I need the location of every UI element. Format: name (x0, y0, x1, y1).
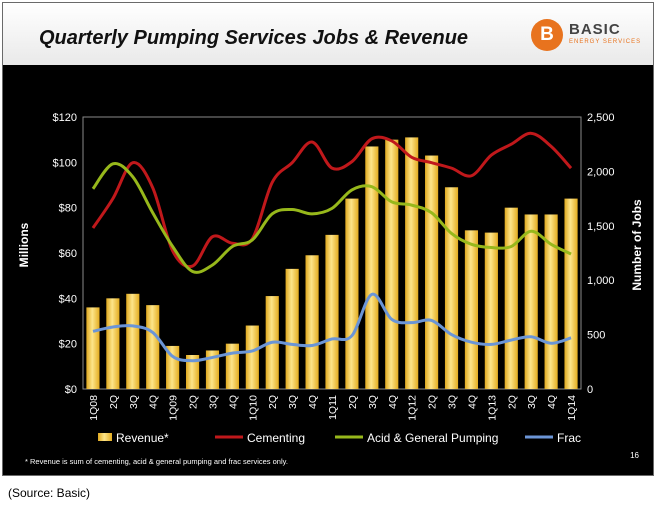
x-axis-ticks: 1Q08 2Q 3Q 4Q 1Q09 2Q 3Q 4Q 1Q10 2Q 3Q 4Q 1Q11 2Q 3Q 4Q… (88, 395, 578, 421)
source-caption: (Source: Basic) (8, 486, 91, 500)
y2-tick-label: 1,000 (587, 275, 615, 287)
x-tick-label: 4Q (466, 395, 478, 409)
y2-tick-label: 500 (587, 330, 605, 342)
revenue-bar (245, 325, 259, 389)
x-tick-label: 4Q (387, 395, 399, 409)
x-tick-label: 2Q (347, 395, 359, 409)
revenue-bar (425, 155, 439, 389)
x-tick-label: 2Q (427, 395, 439, 409)
revenue-bar (464, 230, 479, 389)
legend-revenue-swatch (98, 433, 112, 441)
frac-line (92, 292, 572, 363)
revenue-bar (564, 198, 578, 389)
y-tick-label: $40 (59, 293, 77, 305)
revenue-bar (484, 232, 498, 389)
y2-tick-label: 2,500 (587, 112, 615, 124)
left-axis-ticks: $0 $20 $40 $60 $80 $100 $120 (53, 112, 77, 396)
x-tick-label: 1Q13 (486, 395, 498, 421)
chart: $0 $20 $40 $60 $80 $100 $120 0 500 1,000 1,500 2,0… (17, 112, 644, 445)
revenue-bar (185, 355, 200, 389)
slide-header: Quarterly Pumping Services Jobs & Revenu… (3, 3, 653, 65)
x-tick-label: 4Q (307, 395, 319, 409)
x-tick-label: 1Q09 (168, 395, 180, 421)
x-tick-label: 1Q10 (247, 395, 259, 421)
y2-axis-label: Number of Jobs (630, 199, 644, 291)
x-tick-label: 2Q (188, 395, 200, 409)
x-tick-label: 2Q (267, 395, 279, 409)
series-lines (91, 131, 573, 363)
acid-general-pumping-line (91, 161, 572, 274)
revenue-bar (345, 198, 359, 389)
x-tick-label: 3Q (447, 395, 459, 409)
y2-tick-label: 0 (587, 384, 593, 396)
revenue-bar (524, 214, 538, 389)
x-tick-label: 3Q (128, 395, 140, 409)
revenue-bar (126, 293, 140, 389)
legend-label: Cementing (247, 431, 305, 445)
logo-mark-icon: B (531, 19, 563, 51)
revenue-bar (504, 207, 518, 389)
legend-label: Acid & General Pumping (367, 431, 498, 445)
revenue-bar (86, 307, 100, 389)
x-tick-label: 2Q (108, 395, 120, 409)
y-tick-label: $0 (65, 384, 77, 396)
y-tick-label: $100 (53, 157, 77, 169)
revenue-bar (444, 187, 459, 389)
x-tick-label: 4Q (227, 395, 239, 409)
slide: Quarterly Pumping Services Jobs & Revenu… (2, 2, 654, 476)
revenue-bars (86, 137, 578, 389)
x-tick-label: 3Q (367, 395, 379, 409)
x-tick-label: 1Q11 (327, 395, 339, 420)
revenue-bar (365, 146, 379, 389)
y-tick-label: $120 (53, 112, 77, 124)
right-axis-ticks: 0 500 1,000 1,500 2,000 2,500 (587, 112, 615, 396)
revenue-bar (305, 255, 319, 389)
cementing-line (91, 131, 573, 269)
x-tick-label: 3Q (207, 395, 219, 409)
x-tick-label: 3Q (287, 395, 299, 409)
x-tick-label: 4Q (546, 395, 558, 409)
revenue-bar (405, 137, 419, 389)
basic-logo: B BASIC ENERGY SERVICES (531, 19, 643, 53)
x-tick-label: 4Q (148, 395, 160, 409)
logo-name: BASIC (569, 21, 621, 38)
y-tick-label: $60 (59, 248, 77, 260)
logo-subtitle: ENERGY SERVICES (569, 39, 642, 45)
x-tick-label: 3Q (526, 395, 538, 409)
revenue-bar (106, 298, 120, 389)
footnote: * Revenue is sum of cementing, acid & ge… (25, 457, 288, 466)
y-tick-label: $20 (59, 339, 77, 351)
y-tick-label: $80 (59, 203, 77, 215)
page-number: 16 (630, 451, 639, 460)
y-axis-label: Millions (17, 222, 31, 267)
x-tick-label: 2Q (506, 395, 518, 409)
x-tick-label: 1Q14 (566, 395, 578, 421)
revenue-bar (325, 234, 339, 389)
legend-label: Frac (557, 431, 581, 445)
legend-label: Revenue* (116, 431, 169, 445)
revenue-bar (285, 268, 299, 389)
revenue-bar (385, 139, 399, 389)
revenue-bar (205, 350, 220, 389)
revenue-bar (544, 214, 558, 389)
chart-legend: Revenue* Cementing Acid & General Pumping F… (98, 431, 581, 445)
y2-tick-label: 2,000 (587, 166, 615, 178)
x-tick-label: 1Q08 (88, 395, 100, 421)
slide-title: Quarterly Pumping Services Jobs & Revenu… (39, 27, 469, 49)
x-tick-label: 1Q12 (407, 395, 419, 421)
revenue-bar (225, 343, 239, 389)
revenue-bar (146, 305, 160, 389)
y2-tick-label: 1,500 (587, 221, 615, 233)
